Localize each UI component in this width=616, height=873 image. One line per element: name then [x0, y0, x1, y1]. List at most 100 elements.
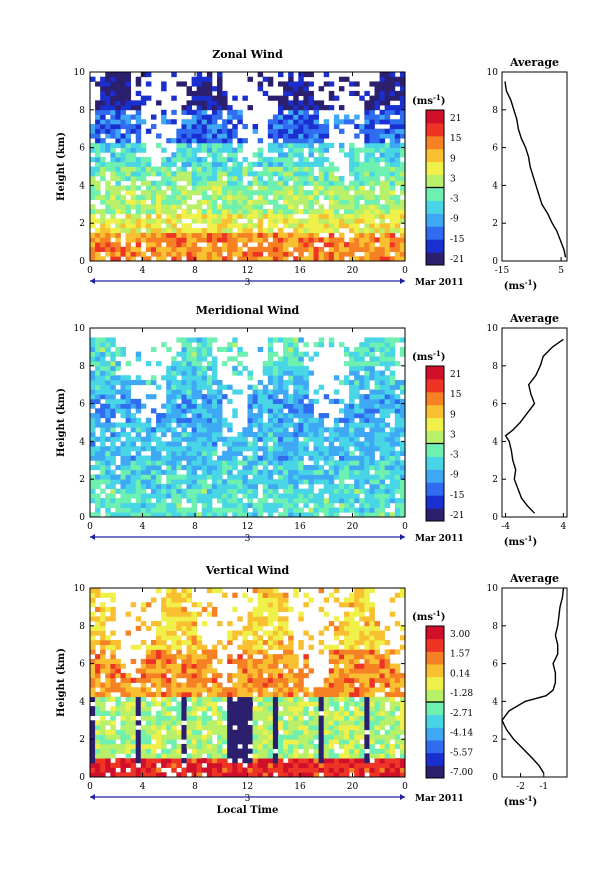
heatmap-cell [374, 389, 380, 395]
heatmap-cell [344, 427, 350, 433]
heatmap-cell [257, 710, 264, 716]
heatmap-cell [277, 133, 284, 139]
heatmap-cell [140, 436, 147, 442]
heatmap-cell [100, 602, 106, 608]
heatmap-cell [242, 469, 248, 475]
heatmap-cell [171, 654, 177, 660]
heatmap-cell [262, 394, 269, 400]
heatmap-cell [201, 413, 208, 419]
heatmap-cell [95, 100, 101, 106]
heatmap-cell [211, 394, 218, 400]
heatmap-cell [90, 687, 96, 693]
heatmap-cell [364, 346, 370, 353]
heatmap-cell [267, 469, 274, 475]
heatmap-cell [110, 767, 116, 773]
heatmap-cell [328, 512, 335, 518]
heatmap-cell [303, 105, 309, 111]
heatmap-cell [349, 361, 355, 367]
heatmap-cell [171, 204, 177, 210]
heatmap-cell [196, 175, 203, 182]
heatmap-cell [120, 114, 126, 120]
heatmap-cell [247, 446, 253, 452]
heatmap-cell [354, 171, 360, 177]
heatmap-cell [176, 365, 182, 371]
heatmap-cell [374, 114, 380, 120]
heatmap-cell [100, 76, 106, 82]
heatmap-cell [232, 166, 238, 172]
heatmap-cell [374, 427, 380, 433]
heatmap-cell [318, 417, 325, 423]
heatmap-cell [374, 379, 380, 386]
heatmap-cell [90, 753, 96, 759]
heatmap-cell [359, 465, 365, 471]
heatmap-cell [206, 493, 213, 499]
heatmap-cell [277, 691, 284, 698]
heatmap-cell [338, 142, 345, 149]
heatmap-cell [161, 682, 167, 688]
heatmap-cell [105, 237, 111, 243]
heatmap-cell [176, 701, 182, 707]
heatmap-cell [288, 469, 294, 475]
heatmap-cell [277, 427, 284, 433]
heatmap-cell [222, 691, 228, 698]
heatmap-cell [222, 436, 228, 442]
heatmap-cell [125, 90, 132, 97]
heatmap-cell [399, 460, 406, 466]
heatmap-cell [186, 446, 193, 452]
heatmap-cell [288, 237, 294, 243]
heatmap-cell [217, 161, 223, 167]
heatmap-cell [140, 658, 147, 665]
heatmap-cell [115, 762, 121, 768]
heatmap-cell [130, 256, 137, 262]
heatmap-cell [211, 86, 218, 92]
heatmap-cell [399, 337, 406, 343]
heatmap-cell [206, 725, 213, 731]
heatmap-cell [206, 588, 213, 594]
heatmap-cell [176, 147, 182, 153]
heatmap-cell [222, 190, 228, 196]
heatmap-cell [364, 227, 370, 234]
heatmap-cell [100, 90, 106, 97]
heatmap-cell [181, 81, 187, 87]
heatmap-cell [257, 213, 264, 219]
heatmap-cell [161, 512, 167, 518]
heatmap-cell [227, 753, 233, 759]
heatmap-cell [252, 446, 259, 452]
heatmap-cell [359, 237, 365, 243]
heatmap-cell [150, 734, 157, 740]
heatmap-cell [171, 682, 177, 688]
colorbar-swatch [426, 469, 444, 483]
heatmap-cell [135, 379, 142, 386]
heatmap-cell [186, 725, 193, 731]
heatmap-cell [389, 493, 396, 499]
heatmap-cell [252, 507, 259, 513]
heatmap-cell [298, 488, 304, 494]
heatmap-cell [277, 734, 284, 740]
heatmap-cell [176, 720, 182, 726]
heatmap-cell [140, 682, 147, 688]
heatmap-cell [298, 227, 304, 234]
heatmap-cell [176, 654, 182, 660]
heatmap-cell [201, 663, 208, 669]
heatmap-cell [252, 417, 259, 423]
heatmap-cell [303, 123, 309, 130]
heatmap-cell [135, 450, 142, 456]
heatmap-cell [156, 436, 162, 442]
heatmap-cell [100, 227, 106, 234]
heatmap-cell [90, 256, 96, 262]
heatmap-cell [293, 394, 299, 400]
heatmap-cell [217, 422, 223, 428]
heatmap-cell [384, 194, 391, 200]
colorbar-unit-sup: -1 [433, 349, 441, 358]
heatmap-cell [374, 337, 380, 343]
heatmap-cell [354, 194, 360, 200]
heatmap-cell [277, 161, 284, 167]
heatmap-cell [120, 479, 126, 485]
heatmap-cell [262, 493, 269, 499]
heatmap-cell [374, 175, 380, 182]
heatmap-cell [303, 142, 309, 149]
heatmap-cell [105, 227, 111, 234]
heatmap-cell [166, 427, 172, 433]
heatmap-cell [150, 493, 157, 499]
heatmap-cell [156, 630, 162, 636]
